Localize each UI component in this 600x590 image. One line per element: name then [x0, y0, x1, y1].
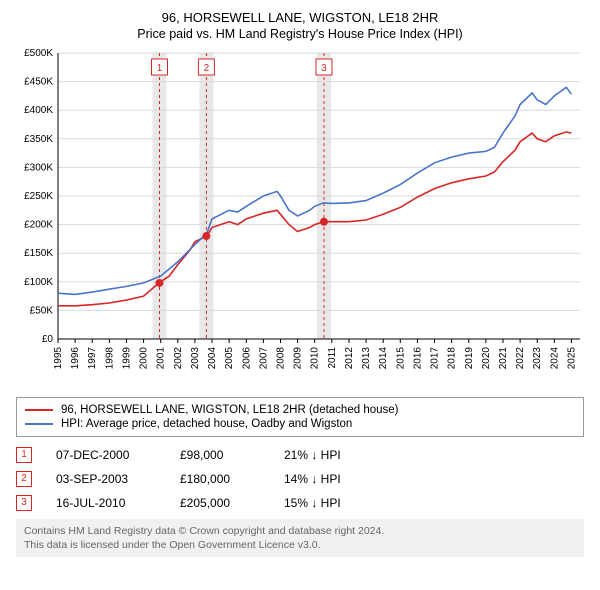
legend-swatch [25, 423, 53, 425]
svg-text:2007: 2007 [258, 347, 269, 370]
svg-text:2012: 2012 [344, 347, 355, 370]
svg-text:2002: 2002 [173, 347, 184, 370]
event-date: 03-SEP-2003 [56, 472, 156, 486]
chart-container: 96, HORSEWELL LANE, WIGSTON, LE18 2HR Pr… [0, 0, 600, 565]
svg-text:£200K: £200K [24, 220, 53, 231]
legend-label: HPI: Average price, detached house, Oadb… [61, 418, 352, 430]
event-price: £205,000 [180, 496, 260, 510]
event-date: 16-JUL-2010 [56, 496, 156, 510]
svg-text:2009: 2009 [293, 347, 304, 370]
event-number: 3 [16, 495, 32, 511]
svg-text:£150K: £150K [24, 248, 53, 259]
svg-text:2025: 2025 [566, 347, 577, 370]
svg-text:2006: 2006 [241, 347, 252, 370]
svg-text:2019: 2019 [464, 347, 475, 370]
svg-text:£450K: £450K [24, 77, 53, 88]
svg-text:£50K: £50K [30, 305, 54, 316]
chart-title: 96, HORSEWELL LANE, WIGSTON, LE18 2HR [12, 10, 588, 25]
svg-text:1: 1 [157, 63, 163, 74]
svg-text:2022: 2022 [515, 347, 526, 370]
svg-text:2016: 2016 [412, 347, 423, 370]
event-number: 1 [16, 447, 32, 463]
event-row: 2 03-SEP-2003 £180,000 14% ↓ HPI [16, 467, 584, 491]
svg-text:2000: 2000 [139, 347, 150, 370]
footer-line1: Contains HM Land Registry data © Crown c… [24, 524, 576, 538]
legend-item: 96, HORSEWELL LANE, WIGSTON, LE18 2HR (d… [25, 403, 575, 417]
footer-line2: This data is licensed under the Open Gov… [24, 538, 576, 552]
svg-text:2020: 2020 [481, 347, 492, 370]
svg-text:£400K: £400K [24, 105, 53, 116]
svg-text:£100K: £100K [24, 277, 53, 288]
svg-text:2023: 2023 [532, 347, 543, 370]
svg-text:2011: 2011 [327, 347, 338, 369]
event-date: 07-DEC-2000 [56, 448, 156, 462]
svg-text:2003: 2003 [190, 347, 201, 370]
svg-text:2: 2 [204, 63, 210, 74]
svg-text:£250K: £250K [24, 191, 53, 202]
legend-label: 96, HORSEWELL LANE, WIGSTON, LE18 2HR (d… [61, 404, 398, 416]
svg-text:2005: 2005 [224, 347, 235, 370]
legend-item: HPI: Average price, detached house, Oadb… [25, 417, 575, 431]
svg-text:1998: 1998 [104, 347, 115, 370]
svg-text:£500K: £500K [24, 48, 53, 59]
svg-text:1995: 1995 [53, 347, 64, 370]
svg-text:2024: 2024 [549, 347, 560, 370]
svg-text:2008: 2008 [275, 347, 286, 370]
svg-text:2015: 2015 [395, 347, 406, 370]
event-price: £98,000 [180, 448, 260, 462]
svg-text:1996: 1996 [70, 347, 81, 370]
event-number: 2 [16, 471, 32, 487]
svg-text:2017: 2017 [430, 347, 441, 370]
svg-text:£300K: £300K [24, 162, 53, 173]
svg-text:2001: 2001 [156, 347, 167, 370]
svg-text:2021: 2021 [498, 347, 509, 370]
legend: 96, HORSEWELL LANE, WIGSTON, LE18 2HR (d… [16, 397, 584, 437]
event-row: 3 16-JUL-2010 £205,000 15% ↓ HPI [16, 491, 584, 515]
svg-text:2014: 2014 [378, 347, 389, 370]
svg-text:1997: 1997 [87, 347, 98, 370]
svg-text:2010: 2010 [310, 347, 321, 370]
event-diff: 14% ↓ HPI [284, 472, 384, 486]
event-price: £180,000 [180, 472, 260, 486]
svg-text:£350K: £350K [24, 134, 53, 145]
legend-swatch [25, 409, 53, 411]
footer-note: Contains HM Land Registry data © Crown c… [16, 519, 584, 557]
svg-text:2018: 2018 [447, 347, 458, 370]
chart-canvas: £0 £50K £100K £150K £200K £250K £300K £350K £400… [12, 47, 588, 387]
event-row: 1 07-DEC-2000 £98,000 21% ↓ HPI [16, 443, 584, 467]
svg-text:£0: £0 [42, 334, 54, 345]
event-diff: 15% ↓ HPI [284, 496, 384, 510]
chart-subtitle: Price paid vs. HM Land Registry's House … [12, 27, 588, 41]
svg-text:2004: 2004 [207, 347, 218, 370]
svg-text:3: 3 [321, 63, 327, 74]
event-diff: 21% ↓ HPI [284, 448, 384, 462]
svg-text:1999: 1999 [121, 347, 132, 370]
events-table: 1 07-DEC-2000 £98,000 21% ↓ HPI 2 03-SEP-2003… [16, 443, 584, 515]
svg-text:2013: 2013 [361, 347, 372, 370]
